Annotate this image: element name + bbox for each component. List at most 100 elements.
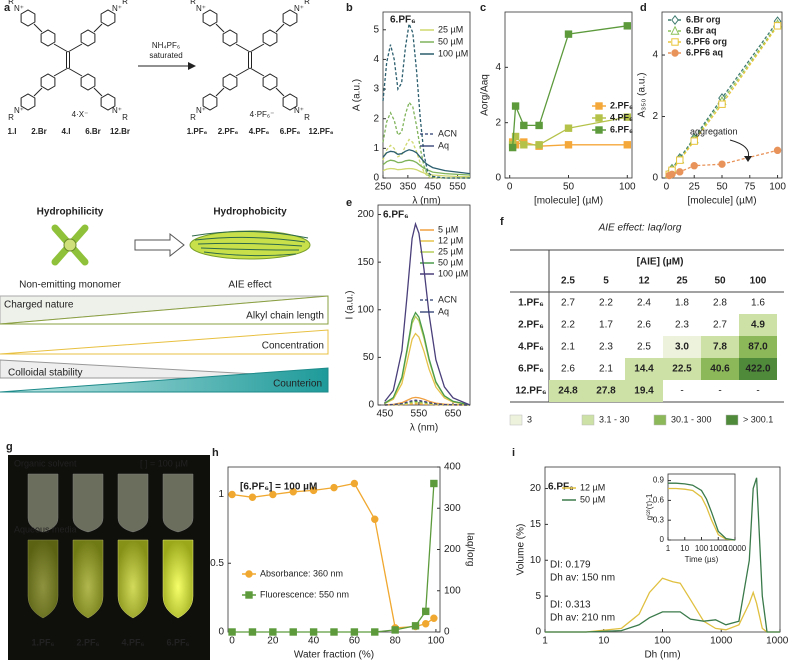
series-line bbox=[384, 221, 471, 406]
ring bbox=[80, 29, 96, 47]
y-tick-label: 1 bbox=[373, 143, 379, 154]
legend-label: 6.Br org bbox=[686, 14, 721, 24]
y2-tick-label: 0 bbox=[444, 627, 450, 638]
compound-label: 4.PF₆ bbox=[249, 127, 270, 136]
aggregate-strand bbox=[191, 230, 309, 239]
cell: 2.7 bbox=[561, 298, 575, 309]
y-axis-label: I (a.u.) bbox=[345, 291, 356, 320]
factor-label: Counterion bbox=[273, 379, 322, 390]
chart-title: 6.PF₆ bbox=[383, 210, 409, 221]
data-point bbox=[668, 170, 676, 179]
column-header: 100 bbox=[750, 276, 767, 287]
legend-label: 6.PF₆ bbox=[610, 124, 633, 134]
data-point bbox=[309, 486, 318, 495]
factor-label: Charged nature bbox=[4, 300, 74, 311]
x-axis-label: [molecule] (µM) bbox=[687, 196, 756, 207]
panel-letter: c bbox=[480, 2, 486, 14]
legend-label: Aq bbox=[438, 306, 449, 316]
legend-marker bbox=[245, 570, 253, 578]
row-label: 2.PF₆ bbox=[518, 320, 544, 331]
x-tick-label: 100 bbox=[619, 182, 636, 193]
data-point bbox=[564, 30, 573, 38]
data-point bbox=[391, 626, 399, 634]
cell-shade bbox=[701, 336, 739, 358]
cell-shade bbox=[587, 380, 625, 402]
atom-label: N⁺ bbox=[294, 4, 304, 13]
data-point bbox=[690, 162, 698, 170]
cell: 2.2 bbox=[561, 320, 575, 331]
ring bbox=[100, 9, 116, 27]
column-header: 50 bbox=[714, 276, 726, 287]
data-point bbox=[330, 483, 338, 492]
series-line bbox=[668, 20, 779, 174]
x-tick-label: 10000 bbox=[724, 544, 747, 553]
atom-label: R bbox=[122, 0, 128, 6]
legend-label: 12 µM bbox=[438, 235, 463, 245]
data-point bbox=[564, 124, 573, 132]
y-tick-label: 3 bbox=[373, 84, 379, 95]
x-tick-label: 450 bbox=[424, 182, 441, 193]
row-label: 12.PF₆ bbox=[515, 386, 546, 397]
atom-label: N⁺ bbox=[112, 106, 122, 115]
ring bbox=[262, 73, 278, 91]
tube-aqueous bbox=[72, 539, 104, 619]
x-tick-label: 550 bbox=[449, 182, 466, 193]
x-tick-label: 1000 bbox=[709, 544, 727, 553]
photo-caption: [ ] = 100 µM bbox=[140, 458, 188, 468]
bond bbox=[67, 43, 83, 53]
row-label: 4.PF₆ bbox=[518, 342, 544, 353]
tube-organic bbox=[27, 473, 59, 533]
ring bbox=[202, 9, 218, 27]
data-point bbox=[371, 628, 379, 636]
series-line bbox=[382, 138, 470, 179]
x-tick-label: 100 bbox=[695, 544, 709, 553]
data-point bbox=[511, 132, 520, 141]
legend-label: ACN bbox=[438, 294, 457, 304]
cell: 2.1 bbox=[599, 364, 613, 375]
y-tick-label: 50 bbox=[363, 352, 375, 363]
y-tick-label: 4 bbox=[495, 62, 501, 73]
data-point bbox=[269, 490, 277, 499]
heading: Hydrophobicity bbox=[213, 207, 287, 218]
legend-swatch bbox=[581, 414, 595, 426]
x-tick-label: 100 bbox=[654, 636, 671, 647]
y-axis-label: Volume (%) bbox=[516, 524, 527, 576]
aggregate-strand bbox=[200, 247, 300, 251]
series-line bbox=[382, 167, 471, 178]
tube-label: 4.PF₆ bbox=[121, 637, 144, 647]
legend-label: 3 bbox=[527, 414, 532, 424]
compound-label: 2.Br bbox=[31, 127, 47, 136]
legend-marker bbox=[671, 14, 679, 26]
panel-letter: e bbox=[346, 197, 352, 209]
aggregate-strand bbox=[197, 242, 303, 247]
compound-label: 1.I bbox=[8, 127, 17, 136]
legend-label: 100 µM bbox=[438, 48, 468, 58]
legend-label: ACN bbox=[438, 128, 457, 138]
y-tick-label: 150 bbox=[357, 257, 374, 268]
atom-label: R bbox=[8, 113, 14, 122]
data-point bbox=[422, 607, 430, 616]
cell: 2.3 bbox=[675, 320, 689, 331]
ring bbox=[40, 73, 56, 91]
tube-aqueous bbox=[162, 539, 194, 619]
cell: 4.9 bbox=[751, 320, 765, 331]
legend-marker bbox=[595, 102, 603, 110]
data-point bbox=[411, 622, 420, 630]
cell: 2.2 bbox=[599, 298, 613, 309]
panel-letter: a bbox=[4, 2, 11, 14]
cell: 1.7 bbox=[599, 320, 613, 331]
data-point bbox=[371, 515, 379, 523]
panel-letter: i bbox=[512, 447, 515, 459]
series-line bbox=[545, 477, 780, 633]
tube-organic bbox=[72, 473, 104, 533]
data-point bbox=[623, 141, 631, 149]
cell: 2.8 bbox=[713, 298, 727, 309]
x-tick-label: 50 bbox=[716, 182, 728, 193]
cell: 22.5 bbox=[672, 364, 692, 375]
y-tick-label: 0 bbox=[652, 173, 658, 184]
cell: 1.8 bbox=[675, 298, 689, 309]
cell: - bbox=[680, 386, 683, 397]
annotation: aggregation bbox=[690, 126, 738, 136]
atom-label: N⁺ bbox=[294, 106, 304, 115]
annotation-arrow bbox=[729, 139, 750, 159]
